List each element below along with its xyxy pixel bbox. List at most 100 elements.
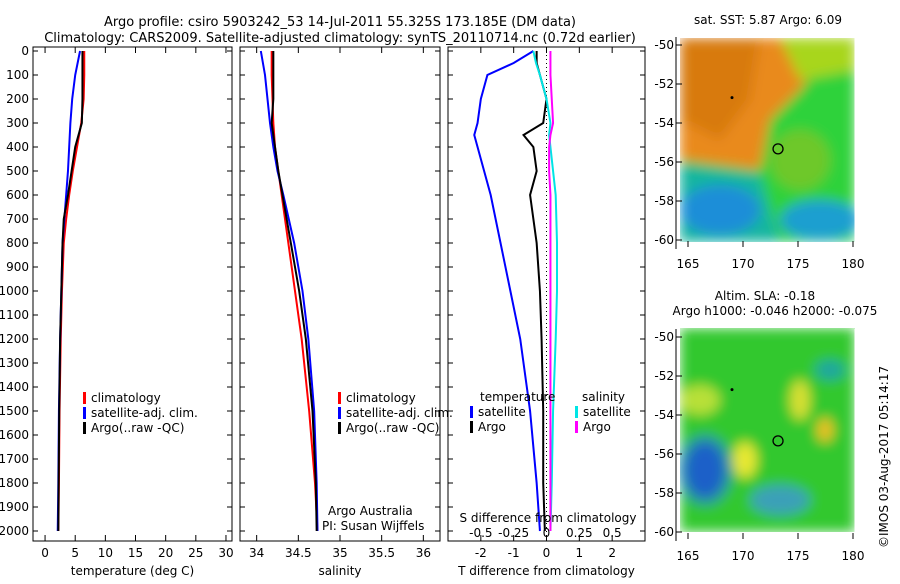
- y-tick-label: -60: [654, 233, 674, 247]
- credit-text: ©IMOS 03-Aug-2017 05:14:17: [877, 366, 891, 548]
- legend-entry: satellite-adj. clim.: [346, 406, 453, 420]
- series-line-2: [270, 51, 318, 532]
- legend-entry: Argo: [583, 420, 611, 434]
- x-tick-label: 165: [677, 549, 700, 563]
- y-tick-label: 1900: [0, 500, 29, 514]
- x-tick-label: 35.5: [368, 546, 395, 560]
- plot-frame: [32, 46, 233, 542]
- y-tick-label: 0: [21, 44, 29, 58]
- y-tick-label: 2000: [0, 524, 29, 538]
- legend-title: temperature: [480, 390, 555, 404]
- s-axis-label: S difference from climatology: [460, 511, 637, 525]
- legend-entry: climatology: [346, 391, 416, 405]
- legend-swatch: [470, 421, 473, 433]
- note-text: Argo Australia: [328, 504, 413, 518]
- series-line-0: [270, 51, 319, 532]
- legend-title: salinity: [582, 390, 625, 404]
- legend-entry: Argo: [478, 420, 506, 434]
- x-tick-label: 0: [543, 546, 551, 560]
- x-tick-label: 180: [842, 549, 865, 563]
- legend-swatch: [575, 406, 578, 418]
- s-tick-label: -0.5: [469, 526, 492, 540]
- y-tick-label: 1500: [0, 404, 29, 418]
- difference-panel: -2 -1 0 1 2 T difference from climatology -0.5…: [447, 46, 646, 578]
- x-tick-label: 20: [158, 546, 173, 560]
- map-title: sat. SST: 5.87 Argo: 6.09: [694, 13, 842, 27]
- x-tick-label: -1: [508, 546, 520, 560]
- x-tick-label: 170: [732, 549, 755, 563]
- profile-location-marker: [772, 435, 784, 447]
- legend-entry: satellite: [583, 405, 631, 419]
- y-tick-label: -50: [654, 330, 674, 344]
- s-tick-label: 0.5: [603, 526, 622, 540]
- x-tick-label: 34.5: [285, 546, 312, 560]
- legend-entry: climatology: [91, 391, 161, 405]
- x-tick-label: 2: [608, 546, 616, 560]
- float-position: [730, 388, 734, 392]
- x-tick-label: 165: [677, 257, 700, 271]
- map-title: Argo h1000: -0.046 h2000: -0.075: [673, 304, 878, 318]
- x-tick-label: 175: [787, 257, 810, 271]
- x-tick-label: 175: [787, 549, 810, 563]
- legend-swatch: [575, 421, 578, 433]
- y-tick-label: -50: [654, 38, 674, 52]
- y-tick-label: 400: [6, 140, 29, 154]
- y-tick-label: -56: [654, 155, 674, 169]
- x-axis-label: temperature (deg C): [71, 564, 194, 578]
- y-tick-label: 200: [6, 92, 29, 106]
- legend-swatch: [338, 407, 341, 419]
- y-tick-label: -52: [654, 77, 674, 91]
- series-line-2: [532, 50, 559, 532]
- y-tick-label: 1300: [0, 356, 29, 370]
- y-tick-label: -56: [654, 447, 674, 461]
- legend-entry: satellite: [478, 405, 526, 419]
- x-tick-label: 30: [218, 546, 233, 560]
- sla-map: 165 170 175 180 -50 -52 -54 -56 -58 -60 Altim. SLA…: [654, 289, 877, 563]
- y-tick-label: 300: [6, 116, 29, 130]
- y-tick-label: 1200: [0, 332, 29, 346]
- profile-location-marker: [772, 143, 784, 155]
- y-tick-label: 1700: [0, 452, 29, 466]
- y-tick-label: 700: [6, 212, 29, 226]
- x-tick-label: 170: [732, 257, 755, 271]
- y-tick-label: 1000: [0, 284, 29, 298]
- y-tick-label: 1600: [0, 428, 29, 442]
- x-axis-label: salinity: [318, 564, 361, 578]
- legend-swatch: [470, 406, 473, 418]
- x-tick-label: 35: [332, 546, 347, 560]
- y-tick-label: -58: [654, 486, 674, 500]
- y-tick-label: -52: [654, 369, 674, 383]
- float-position: [730, 96, 734, 100]
- y-tick-label: 800: [6, 236, 29, 250]
- x-tick-label: 180: [842, 257, 865, 271]
- series-line-3: [548, 51, 555, 531]
- y-tick-label: 1100: [0, 308, 29, 322]
- y-tick-label: -54: [654, 116, 674, 130]
- legend-swatch: [338, 392, 341, 404]
- series-line-1: [259, 50, 319, 532]
- s-tick-label: 0: [543, 526, 551, 540]
- y-tick-label: -54: [654, 408, 674, 422]
- map-title: Altim. SLA: -0.18: [715, 289, 815, 303]
- legend-entry: satellite-adj. clim.: [91, 406, 198, 420]
- title-line-1: Argo profile: csiro 5903242_53 14-Jul-20…: [104, 15, 576, 30]
- y-tick-label: 900: [6, 260, 29, 274]
- x-tick-label: -2: [475, 546, 487, 560]
- x-tick-label: 34: [249, 546, 264, 560]
- x-axis-label: T difference from climatology: [457, 564, 635, 578]
- y-tick-label: 1800: [0, 476, 29, 490]
- legend-entry: Argo(..raw -QC): [346, 421, 439, 435]
- y-tick-label: 100: [6, 68, 29, 82]
- y-tick-label: 500: [6, 164, 29, 178]
- x-tick-label: 0: [41, 546, 49, 560]
- y-tick-label: 1400: [0, 380, 29, 394]
- x-tick-label: 10: [98, 546, 113, 560]
- salinity-panel: 34 34.5 35 35.5 36 salinity climatologysatelli…: [239, 46, 453, 578]
- legend-swatch: [83, 392, 86, 404]
- s-tick-label: -0.25: [498, 526, 529, 540]
- title-line-2: Climatology: CARS2009. Satellite-adjuste…: [44, 31, 636, 46]
- s-tick-label: 0.25: [566, 526, 593, 540]
- y-tick-label: 600: [6, 188, 29, 202]
- legend-swatch: [83, 422, 86, 434]
